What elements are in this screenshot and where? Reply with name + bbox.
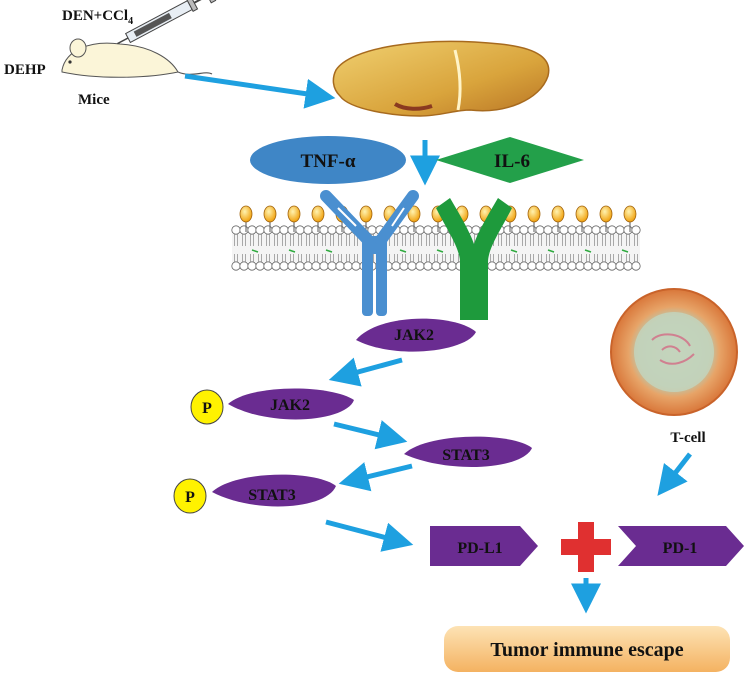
stat3-protein: STAT3 bbox=[404, 436, 532, 467]
phospho-label-2: P bbox=[185, 489, 195, 506]
dehp-label: DEHP bbox=[4, 62, 46, 78]
arrow-mice-to-liver bbox=[184, 73, 336, 109]
tnf-alpha-label: TNF-α bbox=[301, 151, 356, 172]
mice-label: Mice bbox=[78, 92, 110, 108]
plus-icon bbox=[561, 522, 611, 572]
il6-label: IL-6 bbox=[494, 151, 530, 172]
pd1-label: PD-1 bbox=[663, 540, 698, 557]
stat3-label: STAT3 bbox=[442, 447, 489, 464]
stat3-phos-label: STAT3 bbox=[248, 487, 295, 504]
jak2-protein: JAK2 bbox=[356, 318, 476, 352]
pdl1-box: PD-L1 bbox=[430, 526, 538, 566]
tnf-receptor bbox=[320, 190, 419, 316]
t-cell-illustration bbox=[610, 288, 738, 416]
arrow-jak2-to-pjak2 bbox=[328, 357, 403, 387]
t-cell-label: T-cell bbox=[670, 430, 705, 446]
pd1-box: PD-1 bbox=[618, 526, 744, 566]
pdl1-label: PD-L1 bbox=[457, 540, 502, 557]
tnf-alpha-ligand: TNF-α bbox=[250, 136, 406, 184]
phospho-jak2: P JAK2 bbox=[190, 388, 354, 425]
liver-illustration bbox=[332, 40, 550, 117]
jak2-phos-label: JAK2 bbox=[270, 397, 310, 414]
outcome-label: Tumor immune escape bbox=[490, 639, 683, 661]
il6-receptor bbox=[436, 198, 512, 320]
arrow-pstat3-to-pdl1 bbox=[325, 519, 414, 552]
outcome-box: Tumor immune escape bbox=[444, 626, 730, 672]
arrow-tcell-to-pd1 bbox=[657, 452, 692, 496]
jak2-label: JAK2 bbox=[394, 327, 434, 344]
phospho-stat3: P STAT3 bbox=[173, 474, 336, 514]
il6-ligand: IL-6 bbox=[436, 137, 584, 183]
treatment-label: DEN+CCl4 bbox=[62, 8, 133, 27]
syringe-illustration bbox=[117, 0, 217, 45]
mouse-illustration bbox=[61, 38, 213, 78]
arrow-pjak2-to-stat3 bbox=[333, 420, 408, 450]
arrow-stat3-to-pstat3 bbox=[338, 462, 413, 492]
cell-membrane bbox=[231, 205, 641, 271]
phospho-label-1: P bbox=[202, 400, 212, 417]
